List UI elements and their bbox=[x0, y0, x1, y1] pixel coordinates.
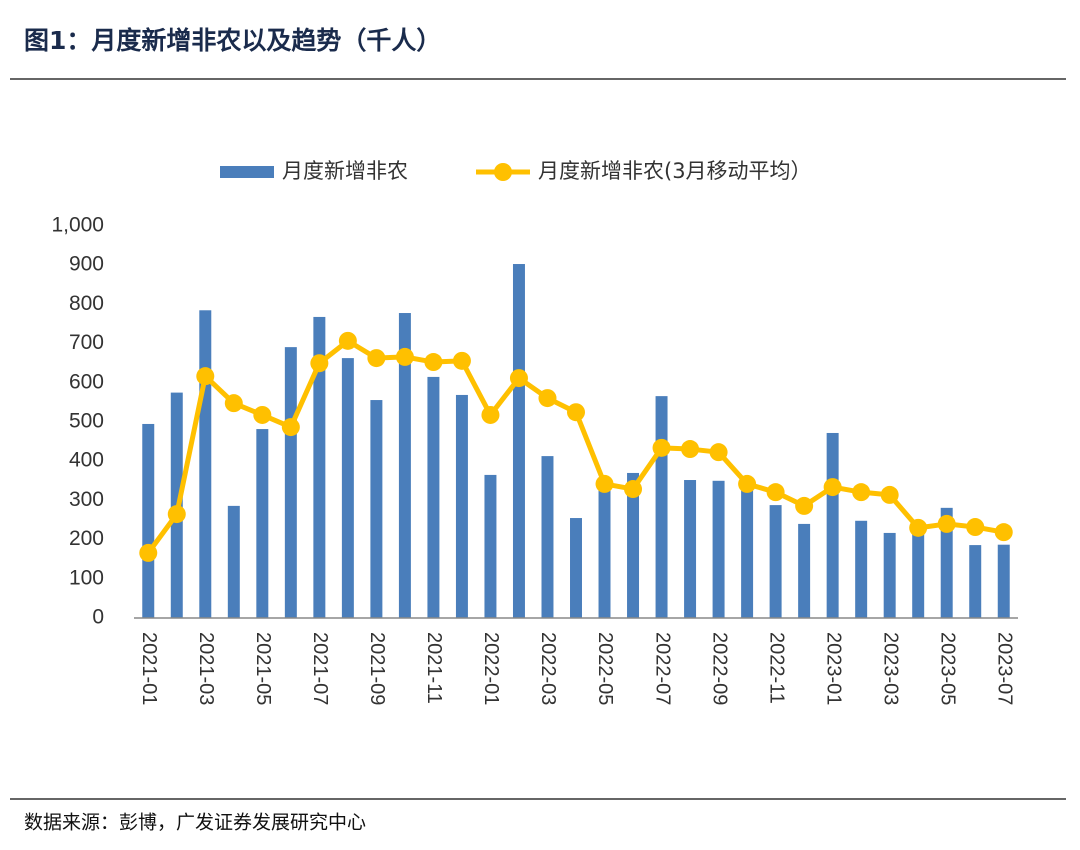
line-marker bbox=[937, 514, 956, 533]
line-marker bbox=[852, 483, 871, 502]
bar bbox=[284, 347, 297, 618]
line-marker bbox=[738, 474, 757, 493]
line-marker bbox=[167, 505, 186, 524]
line-marker bbox=[338, 331, 357, 350]
bar bbox=[826, 432, 839, 618]
bar bbox=[855, 520, 868, 618]
bar bbox=[370, 400, 383, 618]
x-tick-label: 2021-07 bbox=[309, 632, 331, 705]
line-marker bbox=[538, 389, 557, 408]
x-tick-label: 2022-05 bbox=[594, 632, 616, 705]
line-marker bbox=[567, 403, 585, 422]
line-marker bbox=[795, 496, 814, 515]
line-marker bbox=[652, 438, 671, 457]
line-marker bbox=[595, 474, 614, 493]
y-tick-label: 900 bbox=[69, 253, 104, 276]
x-tick-label: 2022-11 bbox=[765, 632, 787, 704]
line-marker bbox=[766, 483, 785, 502]
bar bbox=[712, 480, 725, 618]
bar bbox=[256, 429, 269, 618]
bar bbox=[512, 264, 525, 618]
bar bbox=[484, 474, 497, 618]
x-tick-label: 2021-03 bbox=[195, 632, 217, 705]
bar bbox=[541, 456, 554, 618]
x-tick-label: 2021-09 bbox=[366, 632, 388, 705]
bar bbox=[313, 316, 326, 618]
bar bbox=[655, 396, 668, 618]
line-marker bbox=[367, 349, 386, 368]
line-marker bbox=[624, 480, 643, 499]
x-tick-label: 2021-05 bbox=[252, 632, 274, 705]
bar bbox=[969, 545, 982, 618]
y-tick-label: 0 bbox=[92, 606, 104, 629]
line-marker bbox=[424, 353, 443, 372]
bar bbox=[912, 532, 925, 618]
line-marker bbox=[281, 418, 300, 437]
line-marker bbox=[395, 347, 414, 366]
bar bbox=[627, 472, 640, 618]
x-tick-label: 2023-05 bbox=[936, 632, 958, 705]
bar bbox=[199, 310, 212, 618]
bar bbox=[427, 376, 440, 618]
y-tick-label: 500 bbox=[69, 410, 104, 433]
line-marker bbox=[909, 518, 928, 537]
x-tick-label: 2023-07 bbox=[993, 632, 1015, 705]
line-marker bbox=[681, 440, 700, 459]
line-marker bbox=[509, 369, 528, 388]
legend-marker bbox=[494, 163, 512, 181]
line-marker bbox=[709, 443, 728, 462]
line-marker bbox=[966, 518, 985, 537]
source-note: 数据来源：彭博，广发证券发展研究中心 bbox=[24, 812, 366, 834]
y-tick-label: 200 bbox=[69, 527, 104, 550]
bar bbox=[398, 313, 411, 618]
x-tick-label: 2022-03 bbox=[537, 632, 559, 705]
y-tick-label: 800 bbox=[69, 292, 104, 315]
bar bbox=[798, 523, 811, 618]
y-tick-label: 700 bbox=[69, 331, 104, 354]
line-marker bbox=[823, 478, 842, 497]
line-marker bbox=[139, 543, 158, 562]
line-marker bbox=[196, 367, 215, 386]
legend-label: 月度新增非农 bbox=[282, 159, 408, 183]
line-marker bbox=[452, 351, 471, 370]
x-tick-label: 2021-01 bbox=[138, 632, 160, 705]
x-tick-label: 2023-03 bbox=[879, 632, 901, 705]
y-tick-label: 100 bbox=[69, 566, 104, 589]
line-marker bbox=[224, 394, 243, 413]
y-tick-label: 300 bbox=[69, 488, 104, 511]
bar bbox=[883, 532, 896, 618]
bar bbox=[598, 484, 611, 618]
x-tick-label: 2021-11 bbox=[423, 632, 445, 704]
y-tick-label: 1,000 bbox=[51, 214, 104, 237]
legend-swatch bbox=[220, 166, 274, 178]
x-tick-label: 2022-07 bbox=[651, 632, 673, 705]
line-marker bbox=[253, 405, 272, 424]
bar bbox=[570, 518, 582, 618]
line-marker bbox=[481, 405, 500, 424]
bar bbox=[455, 394, 468, 618]
bar bbox=[940, 507, 953, 618]
bar bbox=[997, 544, 1010, 618]
x-tick-label: 2022-01 bbox=[480, 632, 502, 705]
x-tick-label: 2023-01 bbox=[822, 632, 844, 705]
bar bbox=[684, 480, 697, 618]
y-tick-label: 400 bbox=[69, 449, 104, 472]
line-marker bbox=[310, 354, 329, 373]
bar bbox=[741, 490, 754, 618]
y-tick-label: 600 bbox=[69, 370, 104, 393]
bar bbox=[142, 423, 155, 618]
bar bbox=[227, 505, 240, 618]
chart-title: 图1：月度新增非农以及趋势（千人） bbox=[24, 26, 441, 55]
x-tick-label: 2022-09 bbox=[708, 632, 730, 705]
line-marker bbox=[880, 485, 899, 504]
bar bbox=[769, 505, 782, 618]
bar bbox=[341, 358, 354, 618]
legend-label: 月度新增非农(3月移动平均） bbox=[538, 159, 812, 183]
line-marker bbox=[994, 523, 1013, 542]
